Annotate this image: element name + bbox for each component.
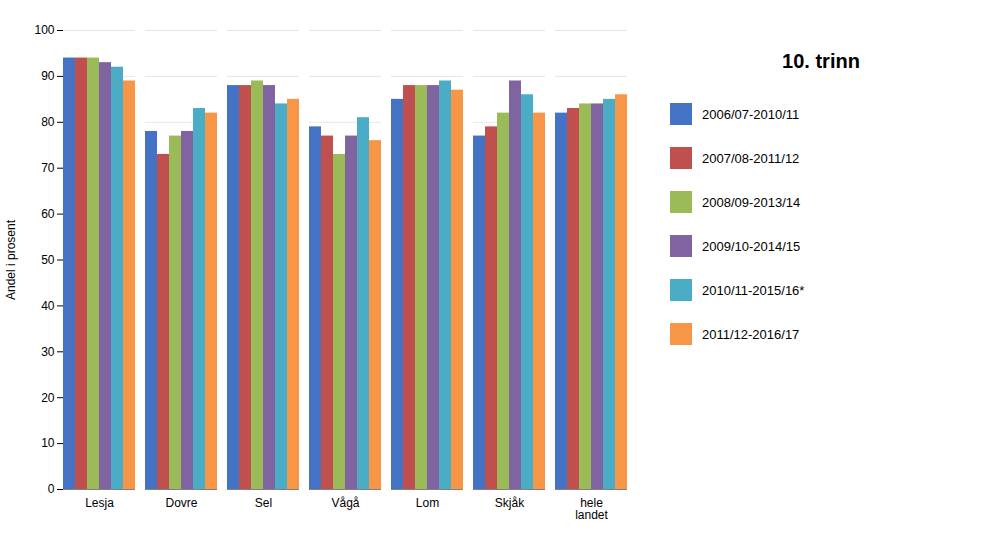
svg-text:Sel: Sel — [255, 496, 272, 510]
svg-text:Skjåk: Skjåk — [495, 496, 525, 510]
html-text:2008/09-2013/14: 2008/09-2013/14 — [702, 194, 801, 210]
html-text:2010/11-2015/16*: 2010/11-2015/16* — [702, 282, 805, 298]
svg-text:Dovre: Dovre — [165, 496, 197, 510]
html-text:2011/12-2016/17: 2011/12-2016/17 — [702, 326, 800, 342]
svg-text:80: 80 — [41, 115, 55, 129]
html-text:2006/07-2010/11: 2006/07-2010/11 — [702, 106, 800, 122]
svg-text:Lesja: Lesja — [85, 496, 114, 510]
html-text:2007/08-2011/12: 2007/08-2011/12 — [702, 150, 800, 166]
svg-text:Vågå: Vågå — [331, 496, 359, 510]
svg-text:60: 60 — [41, 207, 55, 221]
svg-text:Lom: Lom — [416, 496, 439, 510]
svg-text:70: 70 — [41, 161, 55, 175]
svg-text:20: 20 — [41, 391, 55, 405]
html-text:2009/10-2014/15: 2009/10-2014/15 — [702, 238, 801, 254]
svg-text:helelandet: helelandet — [575, 496, 608, 522]
svg-text:50: 50 — [41, 253, 55, 267]
svg-text:10: 10 — [41, 436, 55, 450]
html-text:10. trinn: 10. trinn — [782, 50, 860, 72]
svg-text:0: 0 — [48, 482, 55, 496]
svg-text:Andel i prosent: Andel i prosent — [4, 219, 18, 300]
svg-text:30: 30 — [41, 345, 55, 359]
svg-text:90: 90 — [41, 69, 55, 83]
svg-text:40: 40 — [41, 299, 55, 313]
svg-text:100: 100 — [34, 23, 54, 37]
